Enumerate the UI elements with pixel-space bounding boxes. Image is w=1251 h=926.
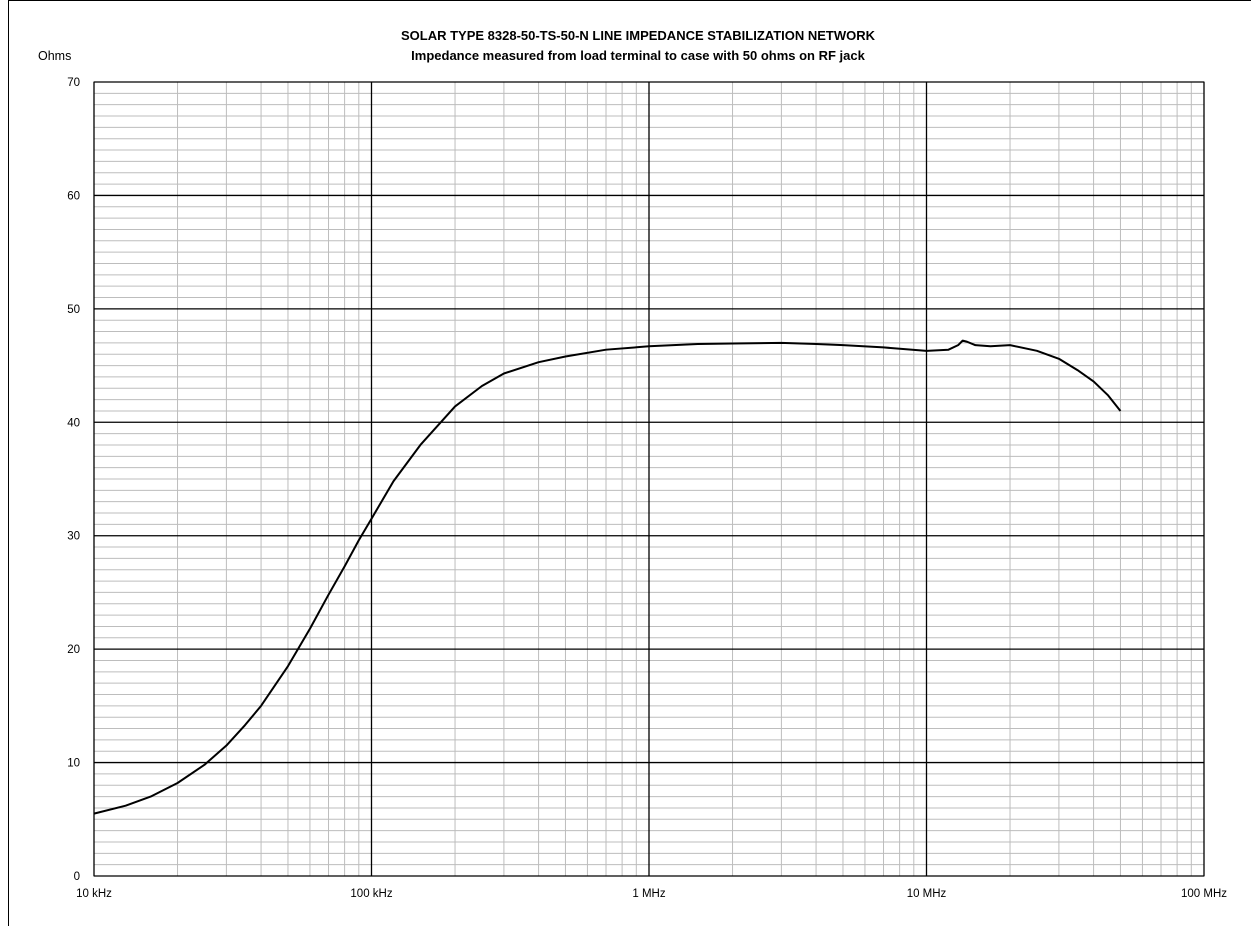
y-tick-label: 60 bbox=[67, 190, 80, 202]
y-tick-label: 30 bbox=[67, 531, 80, 543]
chart-title: SOLAR TYPE 8328-50-TS-50-N LINE IMPEDANC… bbox=[401, 28, 876, 43]
y-tick-labels: 0 10 20 30 40 50 60 70 bbox=[67, 77, 80, 883]
y-tick-label: 10 bbox=[67, 758, 80, 770]
x-tick-label: 10 MHz bbox=[907, 888, 947, 900]
y-tick-label: 70 bbox=[67, 77, 80, 89]
y-tick-label: 20 bbox=[67, 644, 80, 656]
x-tick-labels: 10 kHz 100 kHz 1 MHz 10 MHz 100 MHz bbox=[76, 888, 1227, 900]
y-tick-label: 50 bbox=[67, 304, 80, 316]
chart-subtitle: Impedance measured from load terminal to… bbox=[411, 48, 865, 63]
series-line-impedance bbox=[93, 339, 1122, 815]
x-tick-label: 100 kHz bbox=[350, 888, 392, 900]
y-tick-label: 40 bbox=[67, 417, 80, 429]
x-tick-label: 100 MHz bbox=[1181, 888, 1227, 900]
y-tick-label: 0 bbox=[74, 871, 80, 883]
y-axis-label: Ohms bbox=[38, 49, 71, 63]
x-tick-label: 10 kHz bbox=[76, 888, 112, 900]
plot-area-border bbox=[93, 81, 1205, 877]
chart-frame bbox=[8, 0, 1251, 926]
x-tick-label: 1 MHz bbox=[632, 888, 665, 900]
